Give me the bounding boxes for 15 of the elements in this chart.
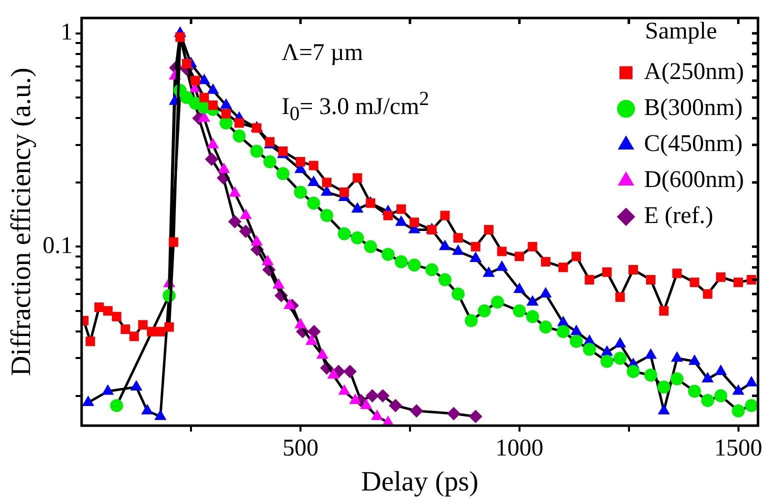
x-tick-label: 1500 <box>714 435 762 462</box>
y-tick-label: 1 <box>60 20 73 46</box>
legend-title: Sample <box>645 18 718 44</box>
y-axis-title: Diffraction efficiency (a.u.) <box>6 68 38 376</box>
y-tick-label: 0.1 <box>42 232 73 259</box>
annotation: I$_{0}$= 3.0 mJ/cm$^{2}$ <box>282 88 430 126</box>
legend-label: C(450nm) <box>644 131 743 158</box>
legend-label: E (ref.) <box>644 203 714 230</box>
annotation: Λ=7 µm <box>282 40 364 67</box>
legend-label: D(600nm) <box>644 167 744 194</box>
x-tick-label: 500 <box>282 435 318 462</box>
x-axis-title: Delay (ps) <box>361 466 479 498</box>
x-tick-label: 1000 <box>495 435 544 462</box>
legend-label: B(300nm) <box>644 95 743 122</box>
legend-label: A(250nm) <box>644 59 744 86</box>
